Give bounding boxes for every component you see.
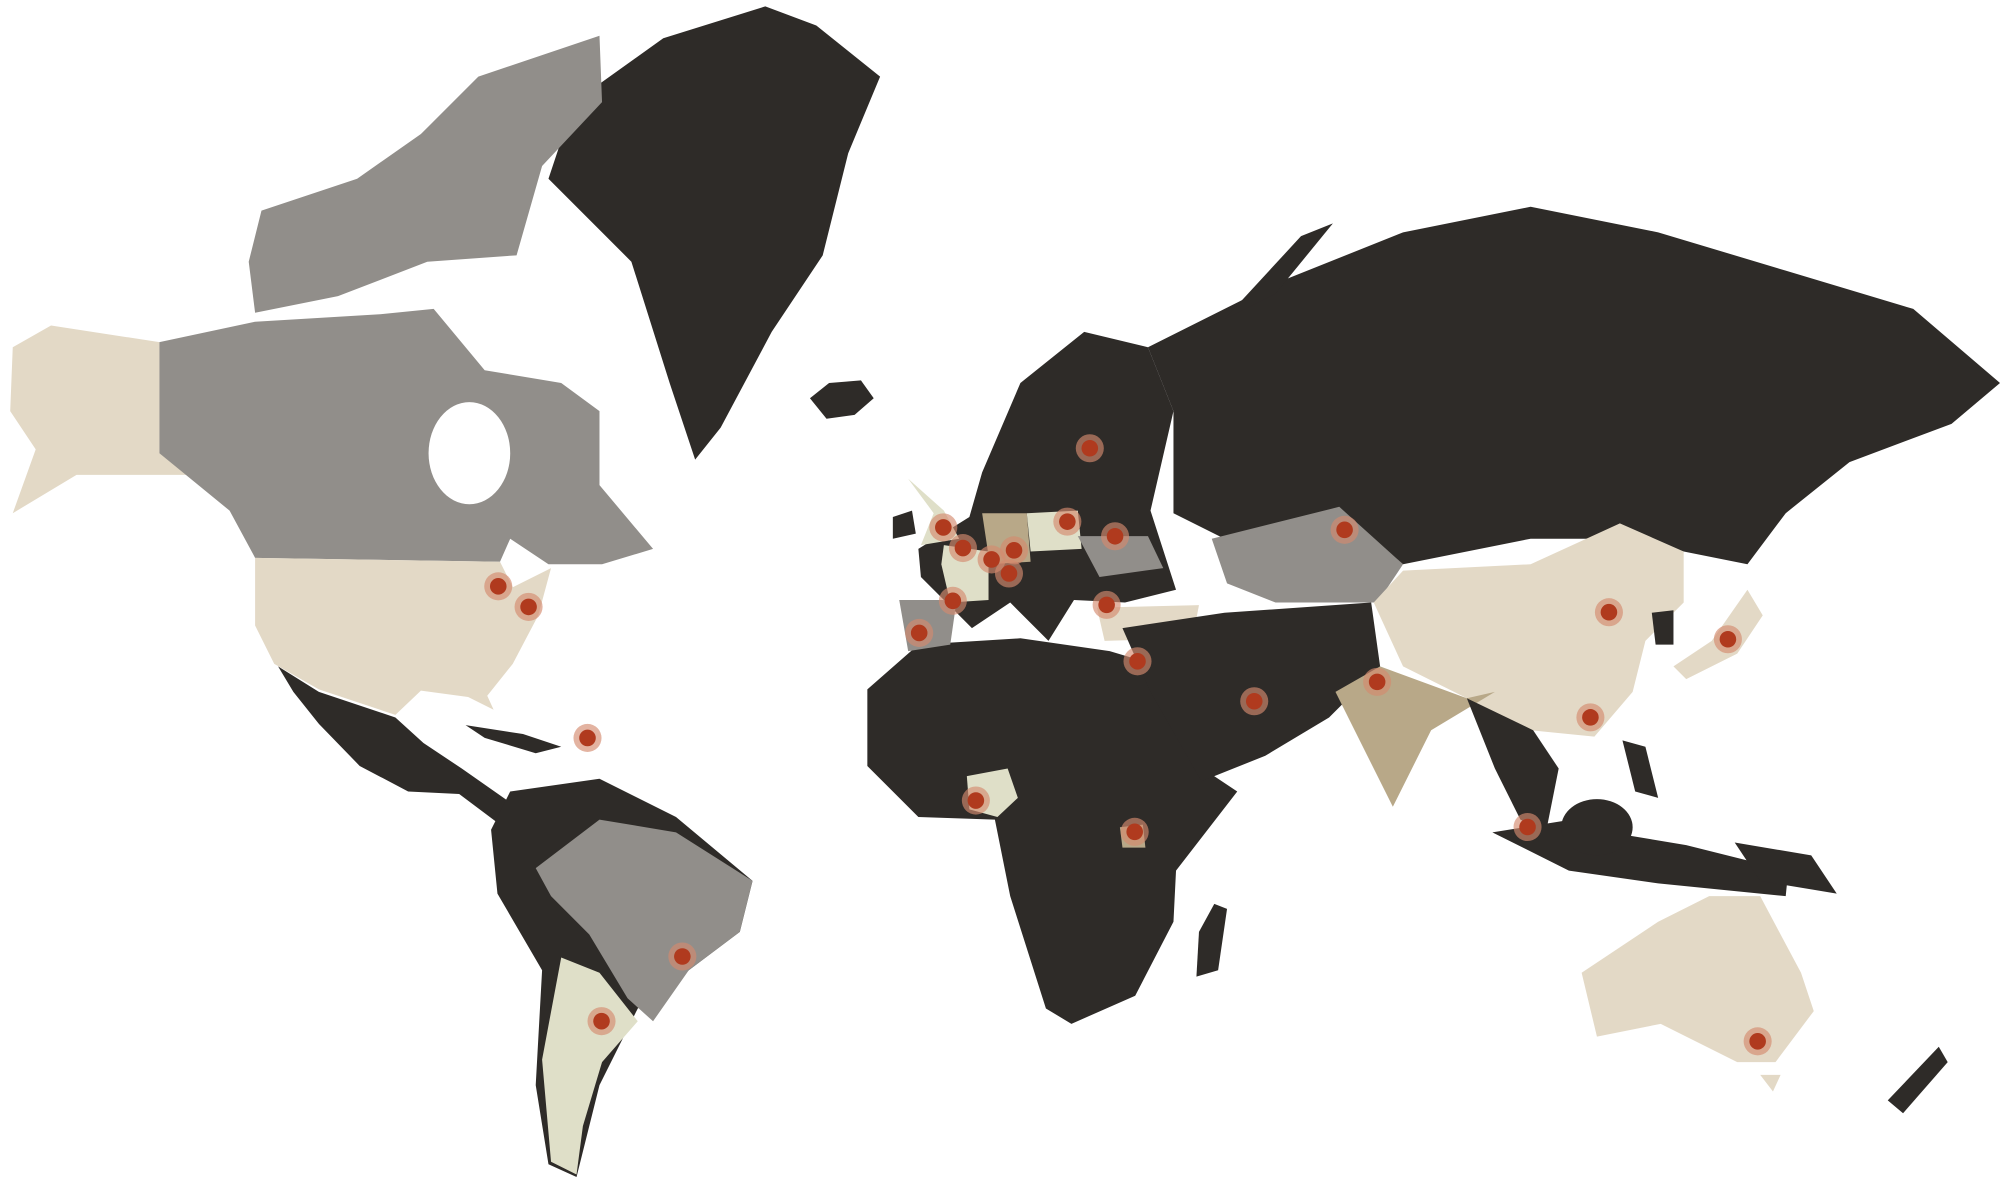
location-marker[interactable] xyxy=(905,618,934,647)
region-southeast-asia xyxy=(1466,698,1559,833)
location-marker[interactable] xyxy=(929,513,958,542)
location-marker[interactable] xyxy=(1000,536,1029,565)
location-marker[interactable] xyxy=(1576,703,1605,732)
location-marker[interactable] xyxy=(1075,434,1104,463)
region-borneo xyxy=(1561,799,1633,856)
marker-dot xyxy=(1749,1033,1766,1050)
location-marker[interactable] xyxy=(1092,590,1121,619)
marker-dot xyxy=(489,578,507,595)
location-marker[interactable] xyxy=(514,592,543,621)
marker-dot xyxy=(1126,823,1143,841)
location-marker[interactable] xyxy=(1330,515,1359,544)
region-argentina xyxy=(542,957,638,1175)
region-canada xyxy=(159,308,654,565)
marker-dot xyxy=(983,551,1000,568)
marker-dot xyxy=(520,598,537,616)
marker-dot xyxy=(1582,709,1599,726)
region-india xyxy=(1335,666,1495,807)
region-ireland xyxy=(892,510,916,539)
region-brazil xyxy=(535,819,753,1022)
region-africa xyxy=(867,638,1238,1024)
marker-dot xyxy=(944,592,962,610)
marker-dot xyxy=(1098,596,1115,614)
marker-dot xyxy=(1005,542,1023,559)
region-madagascar xyxy=(1196,903,1228,977)
location-marker[interactable] xyxy=(938,586,967,615)
marker-dot xyxy=(1129,652,1146,670)
location-marker[interactable] xyxy=(1594,598,1623,627)
region-china xyxy=(1373,523,1684,737)
marker-dot xyxy=(1600,603,1618,621)
marker-dot xyxy=(1081,439,1099,457)
location-marker[interactable] xyxy=(1743,1027,1772,1056)
region-new-zealand xyxy=(1887,1046,1948,1114)
location-marker[interactable] xyxy=(1513,812,1542,842)
marker-dot xyxy=(674,948,691,965)
location-marker[interactable] xyxy=(668,942,697,971)
location-marker[interactable] xyxy=(1120,817,1149,846)
markers xyxy=(484,434,1772,1056)
marker-dot xyxy=(967,792,985,809)
marker-dot xyxy=(935,519,952,536)
location-marker[interactable] xyxy=(587,1007,616,1036)
location-marker[interactable] xyxy=(948,533,977,563)
marker-dot xyxy=(954,539,972,557)
marker-dot xyxy=(1368,673,1386,691)
region-greenland xyxy=(548,6,881,460)
region-usa xyxy=(255,557,552,715)
region-tasmania xyxy=(1760,1074,1781,1092)
location-marker[interactable] xyxy=(994,559,1024,588)
location-marker[interactable] xyxy=(484,572,513,601)
location-marker[interactable] xyxy=(1101,522,1130,551)
region-iceland xyxy=(809,380,874,419)
marker-dot xyxy=(593,1012,610,1030)
marker-dot xyxy=(1245,692,1263,710)
region-philippines xyxy=(1622,740,1659,798)
region-canada-arctic-islands xyxy=(248,35,603,313)
marker-dot xyxy=(1106,527,1124,545)
marker-dot xyxy=(1719,630,1737,648)
marker-dot xyxy=(1336,521,1353,539)
region-russia xyxy=(1147,206,2000,565)
marker-dot xyxy=(579,729,596,747)
region-arctic-islands-russia xyxy=(1224,223,1333,320)
region-central-america xyxy=(278,666,536,833)
location-marker[interactable] xyxy=(1363,667,1392,696)
location-marker[interactable] xyxy=(1123,647,1152,676)
marker-dot xyxy=(1000,565,1018,582)
region-alaska xyxy=(10,325,205,514)
location-marker[interactable] xyxy=(961,786,990,815)
region-australia xyxy=(1581,896,1814,1063)
hudson-bay xyxy=(428,402,511,505)
marker-dot xyxy=(1059,513,1076,530)
countries xyxy=(10,6,2000,1178)
region-korea xyxy=(1651,610,1674,645)
marker-dot xyxy=(1519,818,1536,836)
region-caribbean xyxy=(465,725,562,754)
region-ukraine xyxy=(1077,536,1164,578)
location-marker[interactable] xyxy=(573,723,602,753)
marker-dot xyxy=(910,624,928,642)
location-marker[interactable] xyxy=(1240,687,1269,716)
location-marker[interactable] xyxy=(1713,625,1742,654)
location-marker[interactable] xyxy=(1053,507,1082,536)
